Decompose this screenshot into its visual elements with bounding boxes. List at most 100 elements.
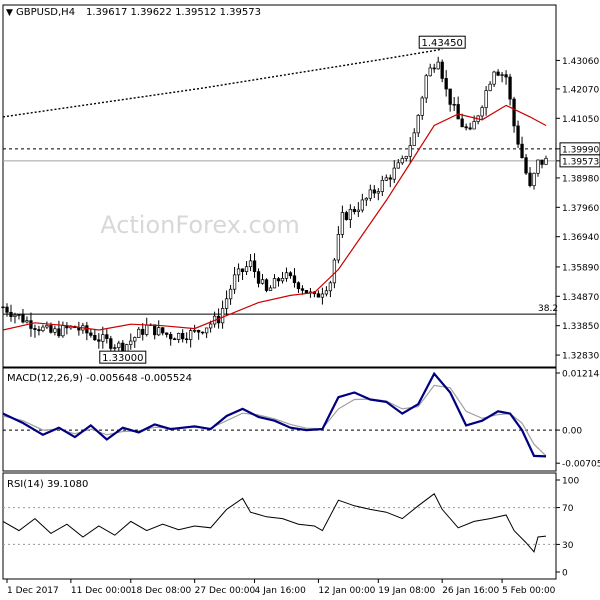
price-layer: 38.2 1.43450 1.33000 1.43060 1.42070 1.41050 1…	[1, 35, 600, 364]
candle-body	[268, 287, 273, 291]
candle-body	[260, 279, 265, 284]
candle-body	[85, 325, 89, 334]
candle-body	[504, 74, 508, 78]
x-tick-label: 19 Jan 08:00	[378, 586, 435, 596]
candle-body	[520, 143, 524, 159]
rsi-label: RSI(14) 39.1080	[7, 479, 88, 490]
candle-body	[240, 268, 245, 272]
candle-body	[400, 158, 404, 164]
candle-body	[528, 172, 532, 187]
x-tick-label: 11 Dec 00:00	[71, 586, 132, 596]
candle-body	[336, 233, 341, 261]
candle-body	[340, 212, 345, 235]
candle-body	[428, 67, 432, 77]
candle-body	[292, 275, 297, 284]
candle-body	[328, 282, 333, 292]
candle-body	[153, 324, 157, 336]
candle-body	[480, 107, 484, 117]
x-axis: 1 Dec 2017 11 Dec 00:00 18 Dec 08:00 27 Dec…	[6, 579, 556, 596]
macd-y-tick-label: 0.012148	[562, 370, 600, 380]
price-y-tick-label: 1.36940	[562, 233, 599, 243]
candle-body	[129, 340, 133, 345]
price-y-tick-label: 1.38980	[562, 174, 599, 184]
candle-body	[157, 327, 161, 336]
candle-body	[288, 272, 293, 277]
candle-body	[460, 118, 464, 128]
candle-body	[360, 199, 364, 211]
candle-body	[488, 83, 492, 91]
candle-body	[264, 279, 269, 291]
candle-body	[468, 127, 472, 130]
candle-body	[508, 76, 512, 100]
candle-body	[101, 334, 105, 342]
candle-body	[105, 334, 109, 340]
price-y-tick-label: 1.42070	[562, 85, 599, 95]
candle-body	[384, 177, 388, 181]
candle-body	[416, 115, 420, 134]
candle-body	[348, 208, 353, 220]
candle-body	[456, 104, 460, 120]
candle-body	[21, 314, 25, 323]
candle-body	[1, 306, 5, 309]
long-ma-line	[2, 48, 443, 118]
rsi-y-tick-label: 100	[562, 477, 579, 487]
candle-body	[45, 325, 49, 328]
candle-body	[49, 325, 53, 333]
candle-body	[204, 327, 209, 334]
symbol-label: GBPUSD,H4	[16, 7, 75, 18]
annotation-label: 1.33000	[102, 353, 143, 364]
candle-body	[388, 177, 392, 180]
candle-body	[532, 172, 536, 187]
candle-body	[404, 155, 408, 159]
candle-body	[141, 328, 145, 335]
rsi-line	[2, 493, 547, 553]
candle-body	[540, 159, 544, 165]
candle-body	[356, 209, 360, 212]
candle-body	[536, 159, 540, 174]
candle-body	[452, 104, 456, 106]
candle-body	[189, 330, 193, 340]
candle-body	[492, 71, 496, 85]
candle-body	[496, 71, 500, 76]
candle-body	[344, 212, 349, 220]
ohlc-values: 1.39617 1.39622 1.39512 1.39573	[86, 7, 261, 18]
candle-body	[352, 208, 357, 212]
candle-body	[113, 347, 117, 349]
price-y-tick-label: 1.37960	[562, 204, 599, 214]
candle-body	[173, 338, 177, 341]
x-tick-label: 12 Jan 00:00	[318, 586, 375, 596]
candle-body	[320, 293, 325, 298]
chart-header-arrow-icon: ▼	[6, 8, 13, 18]
fib-level-label: 38.2	[538, 304, 558, 314]
candle-body	[41, 326, 45, 332]
candle-body	[364, 197, 368, 201]
annotation-label: 1.43450	[422, 38, 463, 49]
candle-body	[89, 332, 93, 336]
candle-body	[484, 90, 488, 108]
candle-body	[53, 328, 57, 333]
x-tick-label: 26 Jan 16:00	[442, 586, 499, 596]
candle-body	[408, 145, 412, 157]
candle-body	[512, 98, 516, 127]
candle-body	[244, 266, 249, 272]
candle-body	[133, 337, 137, 342]
candle-body	[256, 271, 261, 284]
x-tick-label: 27 Dec 00:00	[195, 586, 256, 596]
candle-body	[224, 298, 229, 309]
candle-body	[93, 335, 97, 341]
candle-body	[372, 189, 376, 194]
rsi-y-tick-label: 0	[562, 569, 568, 579]
price-y-tick-label: 1.39573	[562, 157, 599, 167]
rsi-layer: 100 70 30 0	[2, 477, 579, 579]
candle-body	[208, 323, 213, 329]
candle-body	[232, 274, 237, 290]
candle-body	[228, 288, 233, 300]
candle-body	[77, 327, 81, 331]
candle-body	[332, 259, 337, 284]
candle-body	[109, 338, 113, 349]
candle-body	[177, 333, 181, 340]
candle-body	[5, 306, 9, 313]
